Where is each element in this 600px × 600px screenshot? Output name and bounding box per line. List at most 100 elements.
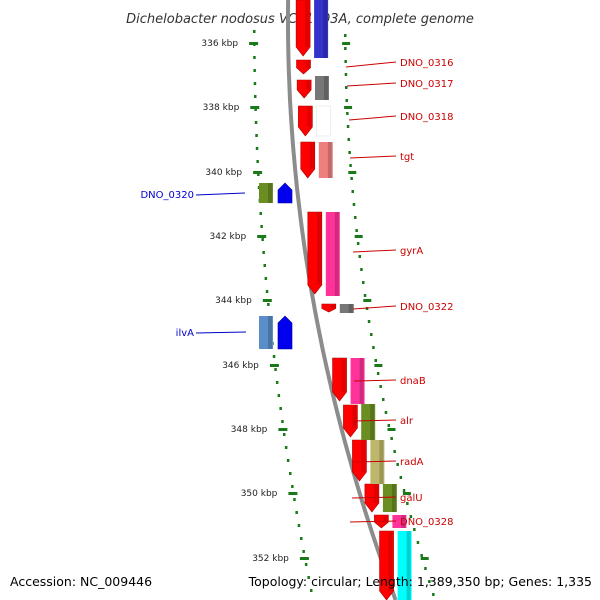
ruler-tick bbox=[342, 42, 351, 45]
cds-arrow-shade bbox=[341, 359, 346, 392]
ruler-dot bbox=[346, 125, 350, 128]
ruler-dot bbox=[302, 550, 305, 553]
gene-label-alr: alr bbox=[400, 416, 414, 427]
ruler-dot bbox=[260, 225, 263, 228]
feature-block-shade bbox=[323, 0, 328, 58]
reverse-cds-arrow bbox=[277, 315, 293, 350]
genome-backbone bbox=[286, 0, 398, 600]
feature-block bbox=[318, 142, 333, 178]
gene-label-rada: radA bbox=[400, 457, 424, 468]
ruler-tick bbox=[250, 106, 260, 109]
reverse-feature-shade bbox=[268, 183, 272, 203]
feature-block-shade bbox=[391, 484, 396, 512]
reverse-cds-arrow bbox=[277, 182, 293, 204]
cds-arrow-shade bbox=[388, 532, 393, 591]
reverse-feature-shade bbox=[268, 316, 272, 349]
ruler-dot bbox=[281, 420, 284, 423]
ruler-dot bbox=[350, 177, 353, 180]
feature-block bbox=[370, 440, 385, 484]
ruler-tick bbox=[288, 492, 298, 495]
cds-arrow bbox=[307, 211, 323, 295]
accession-text: Accession: NC_009446 bbox=[10, 574, 153, 589]
ruler-dot bbox=[374, 359, 377, 362]
ruler-tick bbox=[420, 557, 429, 560]
feature-block-shade bbox=[327, 142, 332, 178]
ruler-dot bbox=[259, 212, 262, 215]
ruler-dot bbox=[272, 355, 276, 358]
ruler-dot bbox=[344, 34, 347, 37]
ruler-dot bbox=[347, 138, 350, 141]
ruler-dot bbox=[352, 203, 356, 206]
ruler-dot bbox=[428, 580, 431, 583]
label-leader-line bbox=[345, 61, 397, 68]
gene-label-dno-0318: DNO_0318 bbox=[400, 112, 454, 123]
ruler-dot bbox=[416, 541, 420, 544]
ruler-dot bbox=[351, 190, 354, 193]
ruler-dot bbox=[267, 303, 270, 306]
ruler-dot bbox=[384, 411, 388, 414]
ruler-tick-label: 342 kbp bbox=[210, 232, 247, 242]
ruler-dot bbox=[396, 463, 399, 466]
cds-arrow bbox=[379, 530, 394, 600]
ruler-dot bbox=[300, 537, 303, 540]
ruler-dot bbox=[264, 277, 268, 280]
gene-label-dno-0316: DNO_0316 bbox=[400, 58, 454, 69]
ruler-dot bbox=[372, 346, 375, 349]
ruler-dot bbox=[348, 151, 351, 154]
ruler-dot bbox=[253, 69, 256, 72]
ruler-dot bbox=[254, 108, 257, 111]
feature-track bbox=[314, 0, 412, 600]
ruler-dot bbox=[363, 294, 367, 297]
feature-block bbox=[316, 105, 331, 137]
ruler-dot bbox=[344, 73, 348, 76]
label-leader-line bbox=[195, 331, 247, 334]
label-leader-line bbox=[353, 379, 397, 382]
feature-block bbox=[397, 531, 412, 600]
ruler-tick bbox=[278, 428, 288, 431]
ruler-dot bbox=[310, 589, 313, 592]
ruler-dot bbox=[393, 450, 396, 453]
ruler-dot bbox=[289, 472, 292, 475]
ruler-tick bbox=[344, 106, 353, 109]
ruler-tick-label: 348 kbp bbox=[231, 425, 268, 435]
ruler-dot bbox=[413, 528, 416, 531]
label-leader-line bbox=[351, 496, 397, 499]
ruler-dot bbox=[307, 576, 310, 579]
ruler-dot bbox=[253, 82, 257, 85]
ruler-tick bbox=[402, 492, 411, 495]
ruler-dot bbox=[360, 268, 363, 271]
ruler-tick-label: 340 kbp bbox=[205, 168, 242, 178]
ruler-dot bbox=[382, 398, 385, 401]
cds-arrow bbox=[332, 357, 347, 402]
cds-arrow-shade bbox=[305, 61, 310, 68]
label-leader-line bbox=[353, 419, 397, 422]
ruler-dot bbox=[370, 333, 373, 336]
cds-arrow bbox=[296, 59, 311, 75]
label-leader-line bbox=[352, 249, 397, 253]
ruler-tick bbox=[354, 235, 363, 238]
reverse-feature-block bbox=[259, 316, 273, 349]
ruler-dot bbox=[387, 424, 390, 427]
ruler-tick-label: 352 kbp bbox=[252, 554, 289, 564]
ruler-dot bbox=[297, 524, 301, 527]
ruler-tick-label: 350 kbp bbox=[241, 489, 278, 499]
ruler-tick bbox=[253, 171, 263, 174]
ruler-dot bbox=[346, 112, 349, 115]
ruler-tick bbox=[249, 42, 259, 45]
cds-arrow-shade bbox=[330, 305, 335, 309]
feature-block-shade bbox=[406, 531, 411, 600]
feature-block-shade bbox=[379, 440, 384, 484]
feature-block bbox=[325, 212, 340, 296]
cds-arrow bbox=[321, 303, 337, 313]
ruler-tick-label: 336 kbp bbox=[201, 39, 238, 49]
label-leader-line bbox=[349, 520, 397, 523]
ruler-dot bbox=[256, 160, 259, 163]
ruler-tick bbox=[262, 299, 272, 302]
ruler-tick bbox=[363, 299, 372, 302]
ruler-dot bbox=[356, 242, 360, 245]
ruler-tick bbox=[374, 364, 383, 367]
ruler-dot bbox=[283, 433, 286, 436]
cds-arrow bbox=[343, 404, 358, 438]
